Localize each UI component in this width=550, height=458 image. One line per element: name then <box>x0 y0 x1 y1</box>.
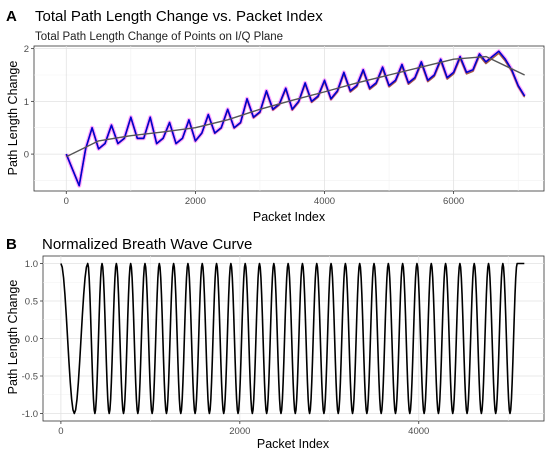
panel-a-tick-label-x: 2000 <box>185 196 206 207</box>
panel-a-tick-label-x: 6000 <box>443 196 464 207</box>
panel-b: B Normalized Breath Wave Curve 0 2000 4000… <box>6 236 545 451</box>
panel-a-tick-label-y: 2 <box>24 44 29 55</box>
panel-b-tick-label-x: 2000 <box>229 426 250 437</box>
panel-a-subtitle: Total Path Length Change of Points on I/… <box>35 31 283 43</box>
panel-b-tick-label-x: 4000 <box>408 426 429 437</box>
panel-a-grid <box>34 46 544 191</box>
panel-a-title: Total Path Length Change vs. Packet Inde… <box>35 8 323 25</box>
panel-a-letter: A <box>6 8 17 25</box>
panel-b-lines <box>60 262 525 415</box>
panel-a-trend-line <box>65 55 525 158</box>
panel-a: A Total Path Length Change vs. Packet In… <box>6 8 545 224</box>
panel-a-tick-label-y: 1 <box>24 97 29 108</box>
panel-a-tick-label-y: 0 <box>24 150 29 161</box>
panel-a-y-axis-label: Path Length Change <box>6 61 20 176</box>
panel-b-wave-line <box>60 262 525 415</box>
panel-b-tick-label-y: 0.5 <box>25 297 38 308</box>
panel-b-tick-label-y: 0.0 <box>25 334 38 345</box>
panel-a-plot-area <box>33 45 545 192</box>
panel-b-letter: B <box>6 236 17 253</box>
panel-b-tick-label-y: 1.0 <box>25 259 38 270</box>
panel-b-tick-label-y: -1.0 <box>22 409 38 420</box>
panel-b-title: Normalized Breath Wave Curve <box>42 236 252 253</box>
panel-b-x-axis-label: Packet Index <box>257 437 330 451</box>
panel-b-y-axis-label: Path Length Change <box>6 280 20 395</box>
panel-a-lines <box>65 50 526 187</box>
panel-b-tick-label-y: -0.5 <box>22 372 38 383</box>
panel-a-ticks: 0 2000 4000 6000 0 1 2 <box>24 44 464 207</box>
panel-b-tick-label-x: 0 <box>58 426 63 437</box>
panel-a-tick-label-x: 4000 <box>314 196 335 207</box>
panel-a-tick-label-x: 0 <box>64 196 69 207</box>
panel-b-ticks: 0 2000 4000 -1.0 -0.5 0.0 0.5 1.0 <box>22 259 430 437</box>
panel-a-raw-line <box>65 50 526 187</box>
panel-a-x-axis-label: Packet Index <box>253 210 326 224</box>
